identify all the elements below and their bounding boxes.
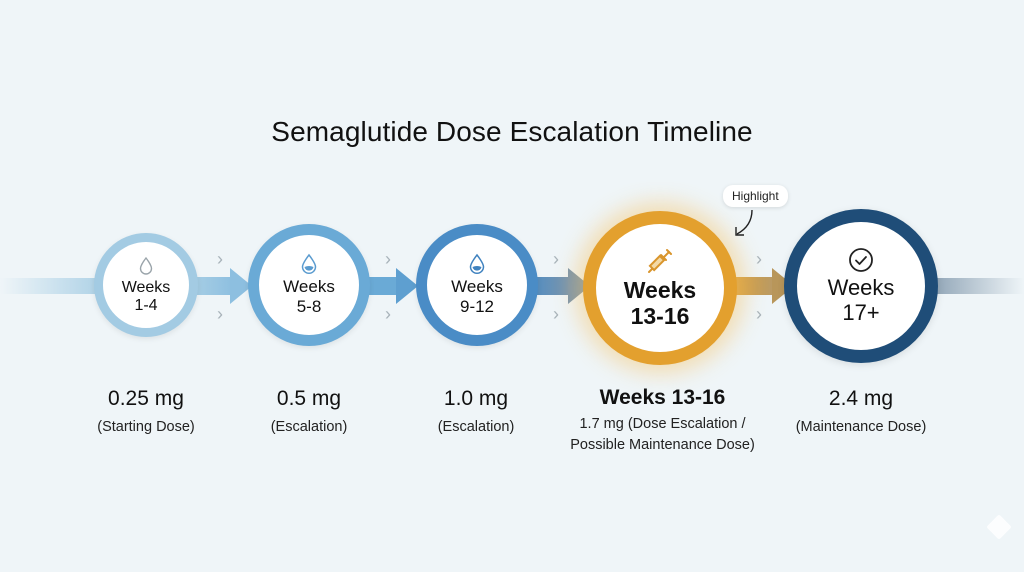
chevron-right-icon: ›	[553, 304, 559, 324]
chevron-right-icon: ›	[756, 249, 762, 269]
stage-label-4-highlighted: Weeks 13-16 1.7 mg (Dose Escalation / Po…	[545, 386, 780, 456]
stage-weeks-label: Weeks	[121, 278, 171, 296]
dose-note: (Starting Dose)	[97, 419, 195, 435]
highlight-callout: Highlight	[723, 185, 788, 207]
dose-note-line-1: 1.7 mg (Dose Escalation /	[579, 416, 746, 432]
stage-label-1: 0.25 mg (Starting Dose)	[66, 387, 226, 439]
chevron-right-icon: ›	[553, 249, 559, 269]
stage-weeks-label: Weeks	[827, 274, 895, 300]
stage-label-3: 1.0 mg (Escalation)	[396, 387, 556, 439]
dose-note: (Escalation)	[437, 419, 515, 435]
stage-node-weeks-5-8: Weeks 5-8	[248, 224, 370, 346]
dose-note: (Escalation)	[270, 419, 348, 435]
stage-weeks-label: Weeks	[451, 277, 503, 297]
stage-weeks-label: Weeks	[623, 276, 697, 303]
timeline-track-start	[0, 278, 110, 294]
chevron-right-icon: ›	[385, 249, 391, 269]
dose-value: 1.0 mg	[443, 387, 509, 410]
stage-weeks-range: 13-16	[630, 303, 690, 329]
chevron-right-icon: ›	[217, 304, 223, 324]
sparkle-icon	[986, 514, 1012, 540]
droplet-icon	[301, 254, 317, 275]
stage-weeks-range: 9-12	[459, 297, 495, 316]
stage-node-weeks-17-plus: Weeks 17+	[784, 209, 938, 363]
chevron-right-icon: ›	[756, 304, 762, 324]
stage-weeks-label: Weeks	[283, 277, 335, 297]
stage-weeks-range: 17+	[842, 300, 880, 325]
check-circle-icon	[849, 247, 873, 272]
dose-value: 0.5 mg	[276, 387, 342, 410]
dose-note-line-2: Possible Maintenance Dose)	[570, 437, 755, 454]
curved-arrow-icon	[735, 209, 753, 236]
chevron-right-icon: ›	[217, 249, 223, 269]
stage-label-5: 2.4 mg (Maintenance Dose)	[771, 387, 951, 439]
stage-node-weeks-1-4: Weeks 1-4	[94, 233, 198, 337]
dose-value: 2.4 mg	[828, 387, 894, 410]
stage-weeks-range: 1-4	[134, 297, 158, 314]
stage-node-weeks-13-16-highlighted: Weeks 13-16	[583, 211, 737, 365]
syringe-icon	[648, 248, 672, 273]
droplet-icon	[469, 254, 485, 275]
stage-label-2: 0.5 mg (Escalation)	[229, 387, 389, 439]
dose-value: Weeks 13-16	[599, 386, 726, 409]
arrow-connector-1	[190, 268, 252, 304]
stage-node-weeks-9-12: Weeks 9-12	[416, 224, 538, 346]
chevron-right-icon: ›	[385, 304, 391, 324]
timeline-track-end	[930, 278, 1024, 294]
droplet-icon	[139, 256, 153, 275]
stage-weeks-range: 5-8	[296, 297, 322, 316]
dose-value: 0.25 mg	[108, 387, 184, 410]
dose-note: (Maintenance Dose)	[795, 419, 927, 435]
page-title: Semaglutide Dose Escalation Timeline	[271, 116, 753, 147]
